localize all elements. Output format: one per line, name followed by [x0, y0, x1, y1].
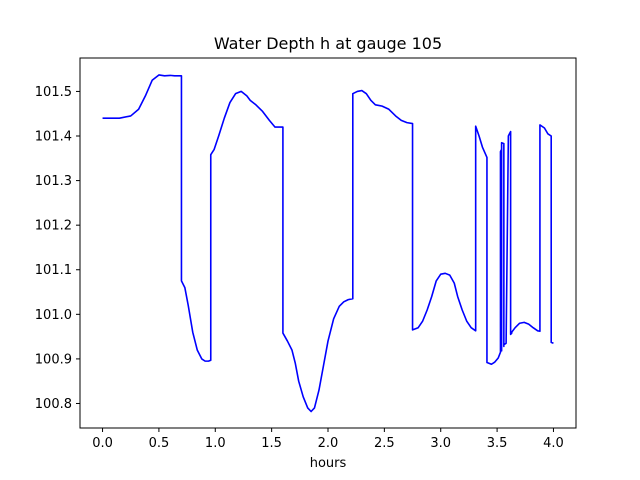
y-tick-label: 100.8: [35, 397, 72, 412]
series-layer: [102, 74, 554, 413]
y-tick-label: 101.5: [35, 85, 72, 100]
x-axis-label: hours: [310, 456, 347, 471]
x-tick-label: 1.0: [205, 436, 226, 451]
x-tick-label: 1.5: [261, 436, 282, 451]
chart-title: Water Depth h at gauge 105: [214, 34, 442, 53]
y-tick-label: 100.9: [35, 352, 72, 367]
y-tick-label: 101.4: [35, 130, 72, 145]
x-tick-label: 4.0: [543, 436, 564, 451]
y-tick-label: 101.1: [35, 263, 72, 278]
y-tick-label: 101.3: [35, 174, 72, 189]
series-line-1: [102, 74, 554, 413]
x-tick-label: 2.5: [374, 436, 395, 451]
y-tick-label: 101.0: [35, 308, 72, 323]
x-tick-label: 0.0: [92, 436, 113, 451]
x-tick-label: 0.5: [149, 436, 170, 451]
y-tick-label: 101.2: [35, 219, 72, 234]
x-tick-label: 2.0: [318, 436, 339, 451]
x-axis-ticks: 0.0 0.5 1.0 1.5 2.0 2.5 3.0 3.5 4.0: [92, 428, 564, 451]
x-tick-label: 3.5: [487, 436, 508, 451]
y-axis-ticks: 100.8 100.9 101.0 101.1 101.2 101.3 101.4 101.5: [35, 85, 80, 412]
x-tick-label: 3.0: [430, 436, 451, 451]
